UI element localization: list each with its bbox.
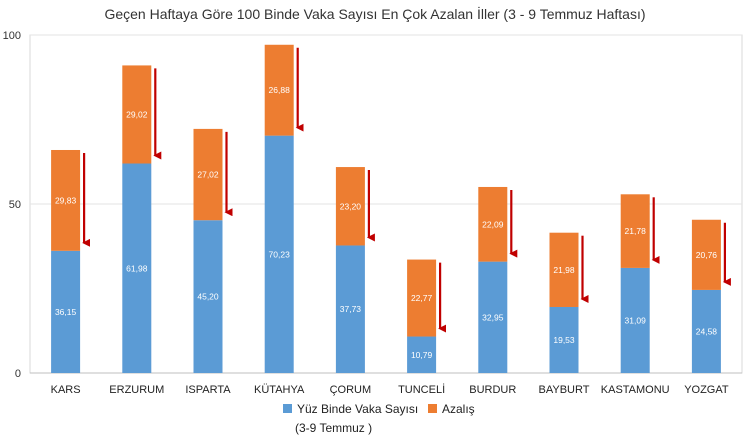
bar-azalis-0 <box>51 149 81 251</box>
data-label-azalis: 29,02 <box>126 109 148 119</box>
bar-azalis-9 <box>691 219 721 290</box>
bar-vaka-1 <box>122 163 152 373</box>
data-label-azalis: 26,88 <box>269 85 291 95</box>
data-label-azalis: 20,76 <box>696 250 718 260</box>
x-tick-label: BURDUR <box>469 384 516 396</box>
data-label-vaka: 32,95 <box>482 312 504 322</box>
data-label-azalis: 21,98 <box>553 265 575 275</box>
y-tick-label: 0 <box>15 368 21 380</box>
bar-azalis-8 <box>620 194 650 268</box>
data-label-azalis: 23,20 <box>340 201 362 211</box>
data-label-vaka: 70,23 <box>269 249 291 259</box>
x-tick-label: ÇORUM <box>330 384 372 396</box>
y-tick-label: 50 <box>9 199 21 211</box>
bar-azalis-2 <box>193 128 223 221</box>
data-label-azalis: 21,78 <box>625 226 647 236</box>
bar-vaka-3 <box>264 135 294 373</box>
data-label-azalis: 27,02 <box>197 170 219 180</box>
bar-azalis-1 <box>122 65 152 164</box>
bar-azalis-5 <box>407 259 437 337</box>
x-tick-label: KARS <box>51 384 81 396</box>
bar-vaka-8 <box>620 267 650 373</box>
data-label-vaka: 61,98 <box>126 263 148 273</box>
bar-vaka-5 <box>407 336 437 373</box>
bar-vaka-2 <box>193 220 223 373</box>
legend-swatch-vaka <box>283 404 292 413</box>
x-tick-label: ISPARTA <box>185 384 231 396</box>
data-label-azalis: 22,09 <box>482 219 504 229</box>
chart-title: Geçen Haftaya Göre 100 Binde Vaka Sayısı… <box>104 6 646 22</box>
x-tick-label: KASTAMONU <box>601 384 670 396</box>
legend-label-vaka-line2: (3-9 Temmuz ) <box>295 421 373 435</box>
data-label-vaka: 45,20 <box>197 292 219 302</box>
bar-vaka-9 <box>691 289 721 373</box>
data-label-azalis: 22,77 <box>411 293 433 303</box>
y-tick-label: 100 <box>3 30 21 42</box>
x-tick-label: BAYBURT <box>539 384 590 396</box>
bar-azalis-7 <box>549 232 579 307</box>
legend-swatch-azalis <box>428 404 437 413</box>
legend-item-azalis: Azalış <box>428 402 475 416</box>
x-tick-label: YOZGAT <box>684 384 729 396</box>
legend-item-vaka-line2: (3-9 Temmuz ) <box>295 421 372 435</box>
data-label-vaka: 37,73 <box>340 304 362 314</box>
data-label-vaka: 31,09 <box>625 315 647 325</box>
x-tick-label: ERZURUM <box>109 384 164 396</box>
data-label-azalis: 29,83 <box>55 195 77 205</box>
bar-azalis-3 <box>264 44 294 136</box>
bar-vaka-6 <box>478 261 508 373</box>
bar-azalis-6 <box>478 186 508 262</box>
bar-vaka-4 <box>335 245 365 373</box>
data-label-vaka: 24,58 <box>696 326 718 336</box>
data-label-vaka: 36,15 <box>55 307 77 317</box>
bar-azalis-4 <box>335 167 365 246</box>
bar-vaka-7 <box>549 306 579 373</box>
data-label-vaka: 10,79 <box>411 350 433 360</box>
legend-label-vaka-line1: Yüz Binde Vaka Sayısı <box>297 402 419 416</box>
bar-vaka-0 <box>51 250 81 373</box>
x-tick-label: TUNCELİ <box>398 383 445 396</box>
x-tick-label: KÜTAHYA <box>254 384 305 396</box>
data-label-vaka: 19,53 <box>553 335 575 345</box>
legend-label-azalis: Azalış <box>442 402 475 416</box>
legend-item-vaka: Yüz Binde Vaka Sayısı <box>283 402 418 416</box>
